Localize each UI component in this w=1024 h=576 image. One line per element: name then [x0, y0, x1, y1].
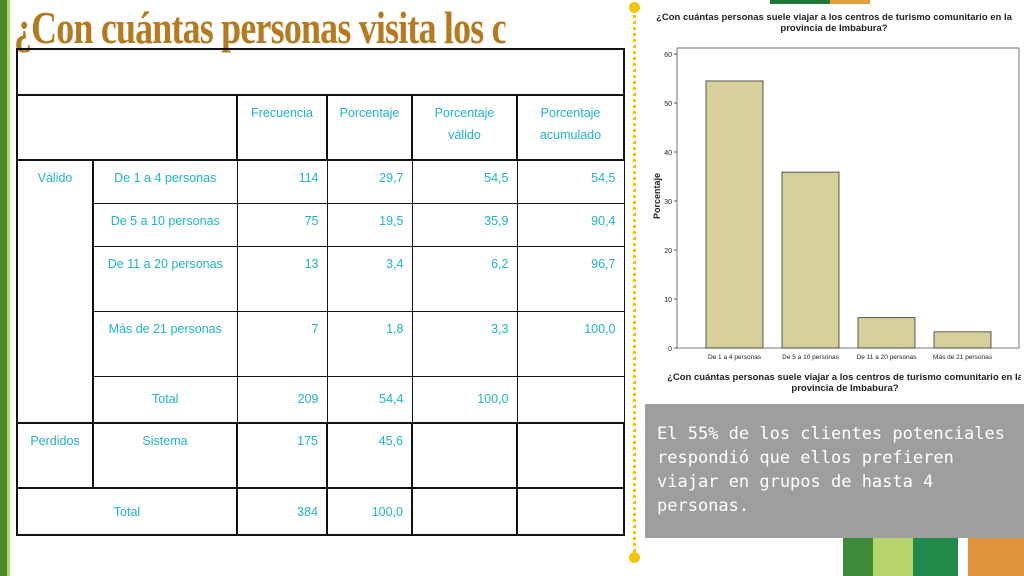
- missing-valid-empty: [411, 422, 518, 489]
- x-tick-label: De 5 a 10 personas: [782, 354, 839, 361]
- row-valid: 54,5: [411, 159, 518, 204]
- total-valid-empty: [411, 487, 518, 536]
- subtotal-row: Total 209 54,4 100,0: [17, 375, 625, 424]
- row-freq: 75: [236, 202, 328, 247]
- bottom-decoration-green-2: [913, 538, 958, 576]
- bars: [705, 80, 992, 349]
- table-row: Válido De 1 a 4 personas 114 29,7 54,5 5…: [16, 159, 625, 424]
- row-cum: 90,4: [516, 202, 625, 247]
- missing-row: Perdidos Sistema 175 45,6: [16, 422, 625, 489]
- left-accent-stripe: [0, 0, 7, 576]
- row-pct: 1,8: [326, 310, 413, 377]
- row-freq: 13: [236, 245, 328, 312]
- total-cum-empty: [516, 487, 625, 536]
- bar: [933, 331, 992, 349]
- subtotal-pct: 54,4: [326, 375, 413, 424]
- row-label: Más de 21 personas: [92, 310, 238, 377]
- table-header-row: Frecuencia Porcentaje Porcentaje válido …: [16, 94, 625, 161]
- row-label: De 11 a 20 personas: [92, 245, 238, 312]
- vertical-divider: [633, 8, 636, 560]
- bar-chart-svg: ¿Con cuántas personas suele viajar a los…: [652, 12, 1024, 394]
- y-tick-label: 10: [664, 297, 672, 304]
- table-row: De 5 a 10 personas 75 19,5 35,9 90,4: [17, 202, 625, 247]
- header-empty-cell: [16, 94, 238, 161]
- subtotal-freq: 209: [236, 375, 328, 424]
- x-axis: De 1 a 4 personas De 5 a 10 personas De 11…: [708, 354, 993, 361]
- row-valid: 6,2: [411, 245, 518, 312]
- subtotal-cum-empty: [516, 375, 625, 424]
- left-accent-stripe-inner: [7, 0, 10, 576]
- y-tick-label: 50: [664, 101, 672, 108]
- table-row: De 11 a 20 personas 13 3,4 6,2 96,7: [17, 245, 625, 312]
- bar: [781, 171, 840, 349]
- y-axis-label: Porcentaje: [652, 173, 662, 219]
- missing-freq: 175: [236, 422, 328, 489]
- total-pct: 100,0: [326, 487, 413, 536]
- row-freq: 7: [236, 310, 328, 377]
- divider-dot-bottom: [629, 552, 640, 563]
- missing-pct: 45,6: [326, 422, 413, 489]
- top-decoration-orange: [830, 0, 870, 4]
- bottom-decoration-orange: [968, 538, 1024, 576]
- y-tick-label: 60: [664, 52, 672, 59]
- header-porcentaje-acumulado: Porcentaje acumulado: [516, 94, 625, 161]
- total-freq: 384: [236, 487, 328, 536]
- divider-dot-top: [629, 2, 640, 13]
- row-valid: 3,3: [411, 310, 518, 377]
- x-axis-label: ¿Con cuántas personas suele viajar a los…: [667, 372, 1021, 394]
- missing-group-label: Perdidos: [16, 422, 94, 489]
- x-tick-label: De 1 a 4 personas: [708, 354, 762, 361]
- bottom-decoration-gap: [958, 538, 968, 576]
- y-tick-label: 40: [664, 150, 672, 157]
- total-label: Total: [16, 487, 238, 536]
- subtotal-label: Total: [92, 375, 238, 424]
- y-axis: 0 10 20 30 40 50 60: [664, 52, 677, 353]
- row-valid: 35,9: [411, 202, 518, 247]
- row-label: De 5 a 10 personas: [92, 202, 238, 247]
- total-row: Total 384 100,0: [16, 487, 625, 536]
- table-row: Más de 21 personas 7 1,8 3,3 100,0: [17, 310, 625, 377]
- frequency-table: Frecuencia Porcentaje Porcentaje válido …: [16, 48, 625, 536]
- row-pct: 29,7: [326, 159, 413, 204]
- y-tick-label: 0: [668, 346, 672, 353]
- header-porcentaje-valido: Porcentaje válido: [411, 94, 518, 161]
- missing-label: Sistema: [92, 422, 238, 489]
- row-pct: 3,4: [326, 245, 413, 312]
- table-top-row: [16, 48, 625, 96]
- header-porcentaje: Porcentaje: [326, 94, 413, 161]
- table-title-cell: [16, 48, 625, 96]
- x-tick-label: Más de 21 personas: [933, 354, 993, 361]
- bottom-decoration-green-1: [843, 538, 873, 576]
- chart-title: ¿Con cuántas personas suele viajar a los…: [656, 12, 1013, 34]
- bottom-decoration-lime: [873, 538, 913, 576]
- summary-note: El 55% de los clientes potenciales respo…: [645, 404, 1024, 538]
- missing-cum-empty: [516, 422, 625, 489]
- subtotal-valid: 100,0: [411, 375, 518, 424]
- top-decoration-green: [770, 0, 830, 4]
- y-tick-label: 30: [664, 199, 672, 206]
- valid-group-label: Válido: [16, 159, 94, 424]
- row-freq: 114: [236, 159, 328, 204]
- header-frecuencia: Frecuencia: [236, 94, 328, 161]
- slide-title: ¿Con cuántas personas visita los ctc’s?: [14, 2, 506, 53]
- row-cum: 54,5: [516, 159, 625, 204]
- row-cum: 100,0: [516, 310, 625, 377]
- bar: [705, 80, 764, 349]
- x-tick-label: De 11 a 20 personas: [857, 354, 918, 361]
- bar-chart: ¿Con cuántas personas suele viajar a los…: [647, 8, 1024, 402]
- bar: [857, 317, 916, 349]
- y-tick-label: 20: [664, 248, 672, 255]
- row-pct: 19,5: [326, 202, 413, 247]
- row-cum: 96,7: [516, 245, 625, 312]
- row-label: De 1 a 4 personas: [92, 159, 238, 204]
